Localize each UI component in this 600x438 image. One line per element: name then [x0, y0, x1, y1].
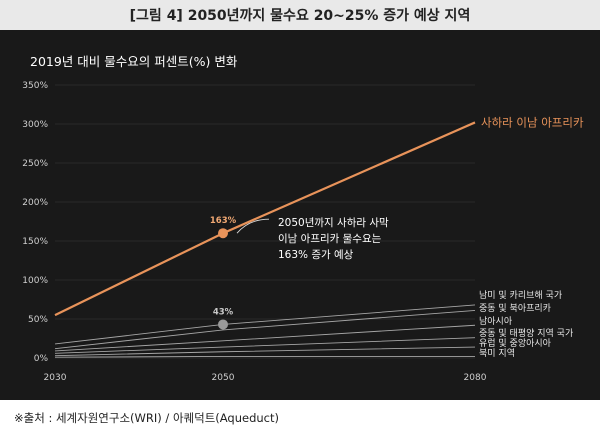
- series-label: 북미 지역: [479, 348, 515, 359]
- series-line: [54, 324, 476, 352]
- callout-text: 2050년까지 사하라 사막: [278, 216, 389, 229]
- callout-pointer: [236, 218, 270, 234]
- y-tick-label: 300%: [22, 120, 48, 130]
- y-tick-label: 150%: [22, 237, 48, 247]
- series-line: [54, 309, 476, 350]
- x-tick-label: 2030: [44, 373, 67, 383]
- y-tick-label: 0%: [34, 354, 49, 364]
- chart-panel: 2019년 대비 물수요의 퍼센트(%) 변화 0% 50% 100% 150% 200%…: [0, 30, 600, 400]
- data-point-label: 163%: [210, 216, 237, 226]
- callout-text: 163% 증가 예상: [278, 248, 354, 261]
- series-line-highlight: [54, 121, 476, 317]
- line-chart: 2019년 대비 물수요의 퍼센트(%) 변화 0% 50% 100% 150% 200%…: [22, 54, 584, 383]
- series-label-highlight: 사하라 이남 아프리카: [481, 115, 584, 129]
- y-tick-label: 50%: [28, 315, 48, 325]
- data-point-label: 43%: [213, 307, 234, 317]
- series-line: [54, 355, 475, 358]
- series-label: 유럽 및 중앙아시아: [479, 337, 552, 349]
- data-point-marker: [218, 228, 228, 239]
- series-line: [54, 337, 476, 354]
- x-tick-label: 2050: [212, 373, 235, 383]
- series-label: 중동 및 북아프리카: [479, 302, 551, 314]
- figure-title: [그림 4] 2050년까지 물수요 20~25% 증가 예상 지역: [129, 8, 471, 24]
- series-line: [54, 346, 476, 357]
- x-tick-label: 2080: [464, 373, 487, 383]
- series-label: 중동 및 태평양 지역 국가: [479, 327, 573, 339]
- callout-text: 이남 아프리카 물수요는: [278, 233, 382, 245]
- data-point-marker: [218, 319, 228, 330]
- chart-title: 2019년 대비 물수요의 퍼센트(%) 변화: [30, 54, 238, 69]
- y-tick-label: 100%: [22, 276, 48, 286]
- figure-banner: [그림 4] 2050년까지 물수요 20~25% 증가 예상 지역: [0, 0, 600, 30]
- series-label: 남아시아: [479, 316, 513, 327]
- source-note: ※출처 : 세계자원연구소(WRI) / 아퀘덕트(Aqueduct): [14, 411, 279, 425]
- y-tick-label: 250%: [22, 159, 48, 169]
- y-tick-label: 200%: [22, 198, 48, 208]
- series-label: 남미 및 카리브해 국가: [479, 289, 562, 301]
- y-tick-label: 350%: [22, 81, 48, 91]
